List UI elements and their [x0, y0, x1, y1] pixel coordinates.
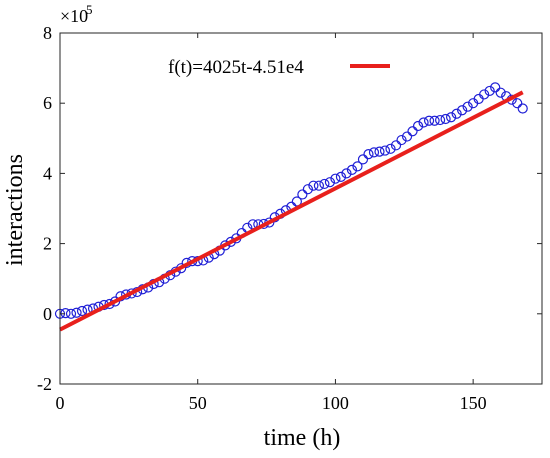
data-point [401, 131, 413, 142]
y-axis-label: interactions [2, 154, 28, 266]
y-tick-label: 4 [43, 163, 52, 183]
data-point [324, 177, 336, 188]
x-axis-label: time (h) [264, 425, 341, 451]
y-tick-label: 6 [43, 93, 52, 113]
x-tick-label: 100 [322, 393, 349, 413]
data-point [407, 126, 418, 137]
data-point [434, 114, 446, 126]
data-point [308, 180, 319, 191]
data-point [65, 308, 77, 319]
data-point [319, 178, 330, 190]
x-tick-label: 50 [189, 393, 207, 413]
data-point [379, 145, 391, 156]
y-tick-label: 0 [43, 304, 52, 324]
data-point [446, 112, 457, 123]
data-point [341, 168, 352, 179]
data-point [517, 103, 528, 114]
data-point [512, 98, 523, 109]
data-point [412, 120, 424, 132]
x-tick-label: 150 [460, 393, 487, 413]
fit-line [59, 90, 524, 332]
data-point [451, 108, 462, 119]
data-point [423, 115, 435, 126]
data-point [346, 164, 358, 175]
data-point [396, 134, 407, 146]
y-exponent-label: ×10 [60, 6, 88, 26]
x-tick-label: 0 [56, 393, 65, 413]
data-point [390, 140, 402, 151]
data-point [330, 173, 341, 184]
data-point [357, 154, 369, 165]
data-marks [54, 82, 528, 332]
data-point [313, 180, 325, 191]
y-tick-label: 8 [43, 23, 52, 43]
y-exponent-power: 5 [86, 2, 93, 17]
data-point [418, 117, 429, 128]
plot-frame [59, 32, 543, 385]
data-point [490, 82, 501, 93]
y-tick-label: -2 [37, 374, 52, 394]
y-tick-label: 2 [43, 234, 52, 254]
data-point [429, 115, 440, 126]
data-point [368, 147, 380, 158]
data-point [335, 171, 347, 183]
data-point [495, 87, 506, 98]
data-point [297, 189, 308, 200]
data-point [457, 105, 468, 116]
legend: f(t)=4025t-4.51e4 [168, 57, 390, 78]
data-point [479, 89, 490, 100]
legend-label-fit: f(t)=4025t-4.51e4 [168, 57, 304, 78]
data-point [440, 113, 451, 125]
data-point [385, 143, 396, 154]
data-point [302, 184, 313, 195]
data-point [363, 148, 374, 160]
data-point [462, 101, 473, 112]
data-point [484, 85, 495, 97]
data-point [352, 161, 363, 172]
data-point [60, 307, 71, 319]
data-point [76, 305, 88, 317]
data-point [71, 307, 82, 318]
data-point [374, 146, 385, 157]
